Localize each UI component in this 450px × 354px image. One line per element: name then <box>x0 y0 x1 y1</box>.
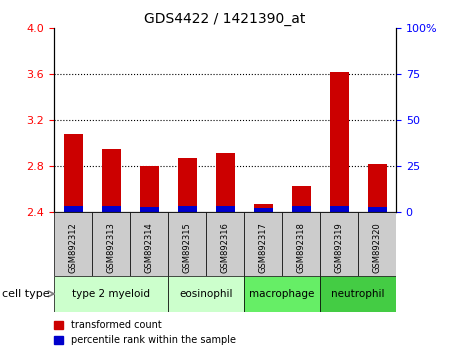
Legend: transformed count, percentile rank within the sample: transformed count, percentile rank withi… <box>50 316 240 349</box>
Text: GSM892316: GSM892316 <box>220 222 230 273</box>
Bar <box>63 206 82 212</box>
Text: neutrophil: neutrophil <box>331 289 385 299</box>
Text: GSM892317: GSM892317 <box>258 222 267 273</box>
Bar <box>329 206 348 212</box>
Bar <box>329 72 348 212</box>
Title: GDS4422 / 1421390_at: GDS4422 / 1421390_at <box>144 12 306 26</box>
Bar <box>216 153 234 212</box>
Bar <box>54 276 168 312</box>
Text: GSM892312: GSM892312 <box>68 222 77 273</box>
Bar <box>368 207 387 212</box>
Bar <box>92 212 130 276</box>
Text: cell type: cell type <box>2 289 49 299</box>
Bar <box>130 212 168 276</box>
Bar <box>253 204 273 212</box>
Bar <box>368 164 387 212</box>
Text: GSM892315: GSM892315 <box>183 222 192 273</box>
Bar <box>358 212 396 276</box>
Bar <box>63 134 82 212</box>
Text: GSM892319: GSM892319 <box>334 222 343 273</box>
Bar <box>140 207 158 212</box>
Bar <box>168 276 244 312</box>
Bar <box>320 276 396 312</box>
Bar <box>244 212 282 276</box>
Bar <box>140 166 158 212</box>
Bar <box>282 212 320 276</box>
Bar <box>244 276 320 312</box>
Bar <box>102 149 121 212</box>
Bar <box>54 212 92 276</box>
Bar <box>253 208 273 212</box>
Text: GSM892314: GSM892314 <box>144 222 153 273</box>
Bar <box>206 212 244 276</box>
Text: GSM892313: GSM892313 <box>107 222 116 273</box>
Text: macrophage: macrophage <box>249 289 315 299</box>
Bar <box>292 206 310 212</box>
Bar <box>216 206 234 212</box>
Bar <box>102 206 121 212</box>
Bar <box>292 186 310 212</box>
Bar <box>177 206 197 212</box>
Bar <box>320 212 358 276</box>
Text: GSM892320: GSM892320 <box>373 222 382 273</box>
Text: type 2 myeloid: type 2 myeloid <box>72 289 150 299</box>
Text: eosinophil: eosinophil <box>179 289 233 299</box>
Bar <box>168 212 206 276</box>
Bar <box>177 158 197 212</box>
Text: GSM892318: GSM892318 <box>297 222 306 273</box>
